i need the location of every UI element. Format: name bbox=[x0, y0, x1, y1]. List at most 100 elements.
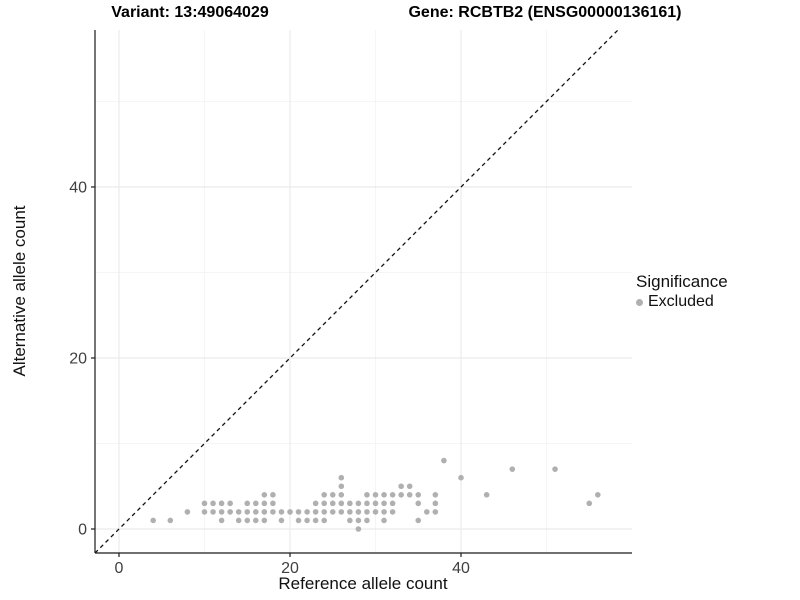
data-point bbox=[483, 491, 490, 498]
data-point bbox=[244, 509, 251, 515]
data-point bbox=[364, 500, 370, 507]
data-point bbox=[218, 500, 225, 507]
data-point bbox=[381, 509, 387, 515]
data-point bbox=[338, 474, 345, 481]
data-point bbox=[406, 483, 413, 490]
data-point bbox=[595, 491, 601, 498]
data-point bbox=[364, 491, 370, 498]
data-point bbox=[235, 509, 242, 515]
data-point bbox=[406, 491, 413, 498]
data-point bbox=[432, 491, 439, 498]
data-point bbox=[312, 517, 319, 524]
data-point bbox=[329, 500, 336, 507]
data-point bbox=[381, 491, 387, 498]
data-point bbox=[372, 500, 379, 507]
identity-dashed-line bbox=[94, 29, 619, 554]
plot-title-variant: Variant: 13:49064029 bbox=[111, 4, 269, 21]
x-tick-label: 0 bbox=[115, 560, 124, 577]
data-point bbox=[355, 500, 362, 507]
data-point bbox=[355, 517, 362, 524]
data-point bbox=[261, 509, 268, 515]
data-point bbox=[261, 517, 268, 524]
data-point bbox=[218, 509, 225, 515]
data-point bbox=[270, 509, 276, 515]
data-point bbox=[432, 509, 439, 515]
data-point bbox=[441, 457, 447, 464]
data-point bbox=[261, 491, 268, 498]
data-point bbox=[509, 466, 516, 472]
data-point bbox=[278, 517, 285, 524]
data-point bbox=[364, 517, 370, 524]
data-point bbox=[287, 509, 293, 515]
data-point bbox=[210, 500, 216, 507]
data-point bbox=[372, 509, 379, 515]
data-point bbox=[338, 509, 345, 515]
y-tick-label: 0 bbox=[78, 521, 87, 538]
data-point bbox=[304, 517, 310, 524]
data-point bbox=[432, 500, 439, 507]
data-point bbox=[347, 517, 353, 524]
data-point bbox=[321, 517, 327, 524]
data-point bbox=[338, 483, 345, 490]
data-point bbox=[398, 491, 404, 498]
legend: Significance Excluded bbox=[636, 272, 798, 311]
data-point bbox=[364, 509, 370, 515]
data-point bbox=[586, 500, 593, 507]
data-point bbox=[415, 500, 422, 507]
data-point bbox=[210, 509, 216, 515]
data-point bbox=[227, 500, 233, 507]
data-point bbox=[252, 517, 259, 524]
data-point bbox=[389, 491, 396, 498]
data-point bbox=[295, 517, 302, 524]
data-point bbox=[312, 509, 319, 515]
data-point bbox=[235, 517, 242, 524]
data-point bbox=[398, 483, 404, 490]
data-point bbox=[329, 491, 336, 498]
data-point bbox=[270, 500, 276, 507]
x-tick-label: 20 bbox=[281, 560, 299, 577]
plot-title-gene: Gene: RCBTB2 (ENSG00000136161) bbox=[408, 4, 682, 21]
data-point bbox=[150, 517, 156, 524]
data-point bbox=[381, 517, 387, 524]
data-point bbox=[201, 500, 208, 507]
data-point bbox=[381, 500, 387, 507]
data-point bbox=[389, 500, 396, 507]
data-point bbox=[321, 509, 327, 515]
data-point bbox=[329, 509, 336, 515]
data-point bbox=[355, 509, 362, 515]
data-point bbox=[167, 517, 174, 524]
data-point bbox=[321, 491, 327, 498]
data-point bbox=[312, 500, 319, 507]
data-point bbox=[458, 474, 464, 481]
data-point bbox=[415, 491, 422, 498]
legend-title: Significance bbox=[636, 272, 728, 291]
data-point bbox=[415, 517, 422, 524]
x-tick-label: 40 bbox=[452, 560, 470, 577]
data-point bbox=[252, 509, 259, 515]
data-point bbox=[372, 491, 379, 498]
data-point bbox=[304, 509, 310, 515]
data-point bbox=[227, 509, 233, 515]
data-point bbox=[347, 500, 353, 507]
data-point bbox=[184, 509, 191, 515]
legend-point-icon bbox=[636, 298, 643, 306]
data-point bbox=[321, 500, 327, 507]
data-point bbox=[389, 509, 396, 515]
data-point bbox=[338, 500, 345, 507]
data-point bbox=[552, 466, 558, 472]
legend-entry-excluded: Excluded bbox=[636, 293, 798, 311]
data-point bbox=[278, 509, 285, 515]
y-axis-title: Alternative allele count bbox=[10, 205, 29, 377]
data-point bbox=[347, 509, 353, 515]
legend-entry-label: Excluded bbox=[648, 293, 714, 310]
data-point bbox=[218, 517, 225, 524]
y-tick-label: 40 bbox=[69, 179, 87, 196]
y-tick-label: 20 bbox=[69, 350, 87, 367]
data-point bbox=[201, 509, 208, 515]
data-point bbox=[295, 509, 302, 515]
data-point bbox=[423, 509, 430, 515]
data-point bbox=[244, 500, 251, 507]
data-point bbox=[252, 500, 259, 507]
